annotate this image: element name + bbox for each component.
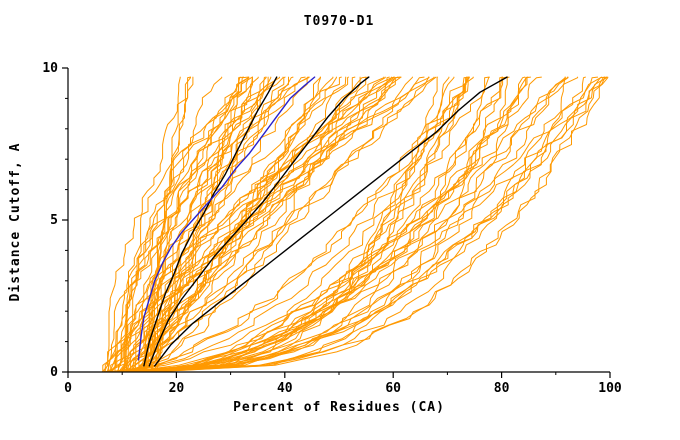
x-tick-label: 60 [385, 381, 401, 396]
highlight-curves [137, 76, 508, 367]
x-tick-label: 0 [64, 381, 72, 396]
chart-title: T0970-D1 [303, 14, 375, 29]
x-tick-label: 100 [598, 381, 622, 396]
x-tick-label: 40 [277, 381, 293, 396]
y-tick-label: 5 [50, 213, 58, 228]
x-tick-label: 20 [169, 381, 185, 396]
x-axis-label: Percent of Residues (CA) [233, 400, 445, 415]
axes: 0 20 40 60 80 100 0 5 10 [42, 61, 622, 396]
x-tick-label: 80 [494, 381, 510, 396]
ensemble-curves [100, 76, 609, 373]
y-tick-label: 0 [50, 365, 58, 380]
y-tick-label: 10 [42, 61, 58, 76]
